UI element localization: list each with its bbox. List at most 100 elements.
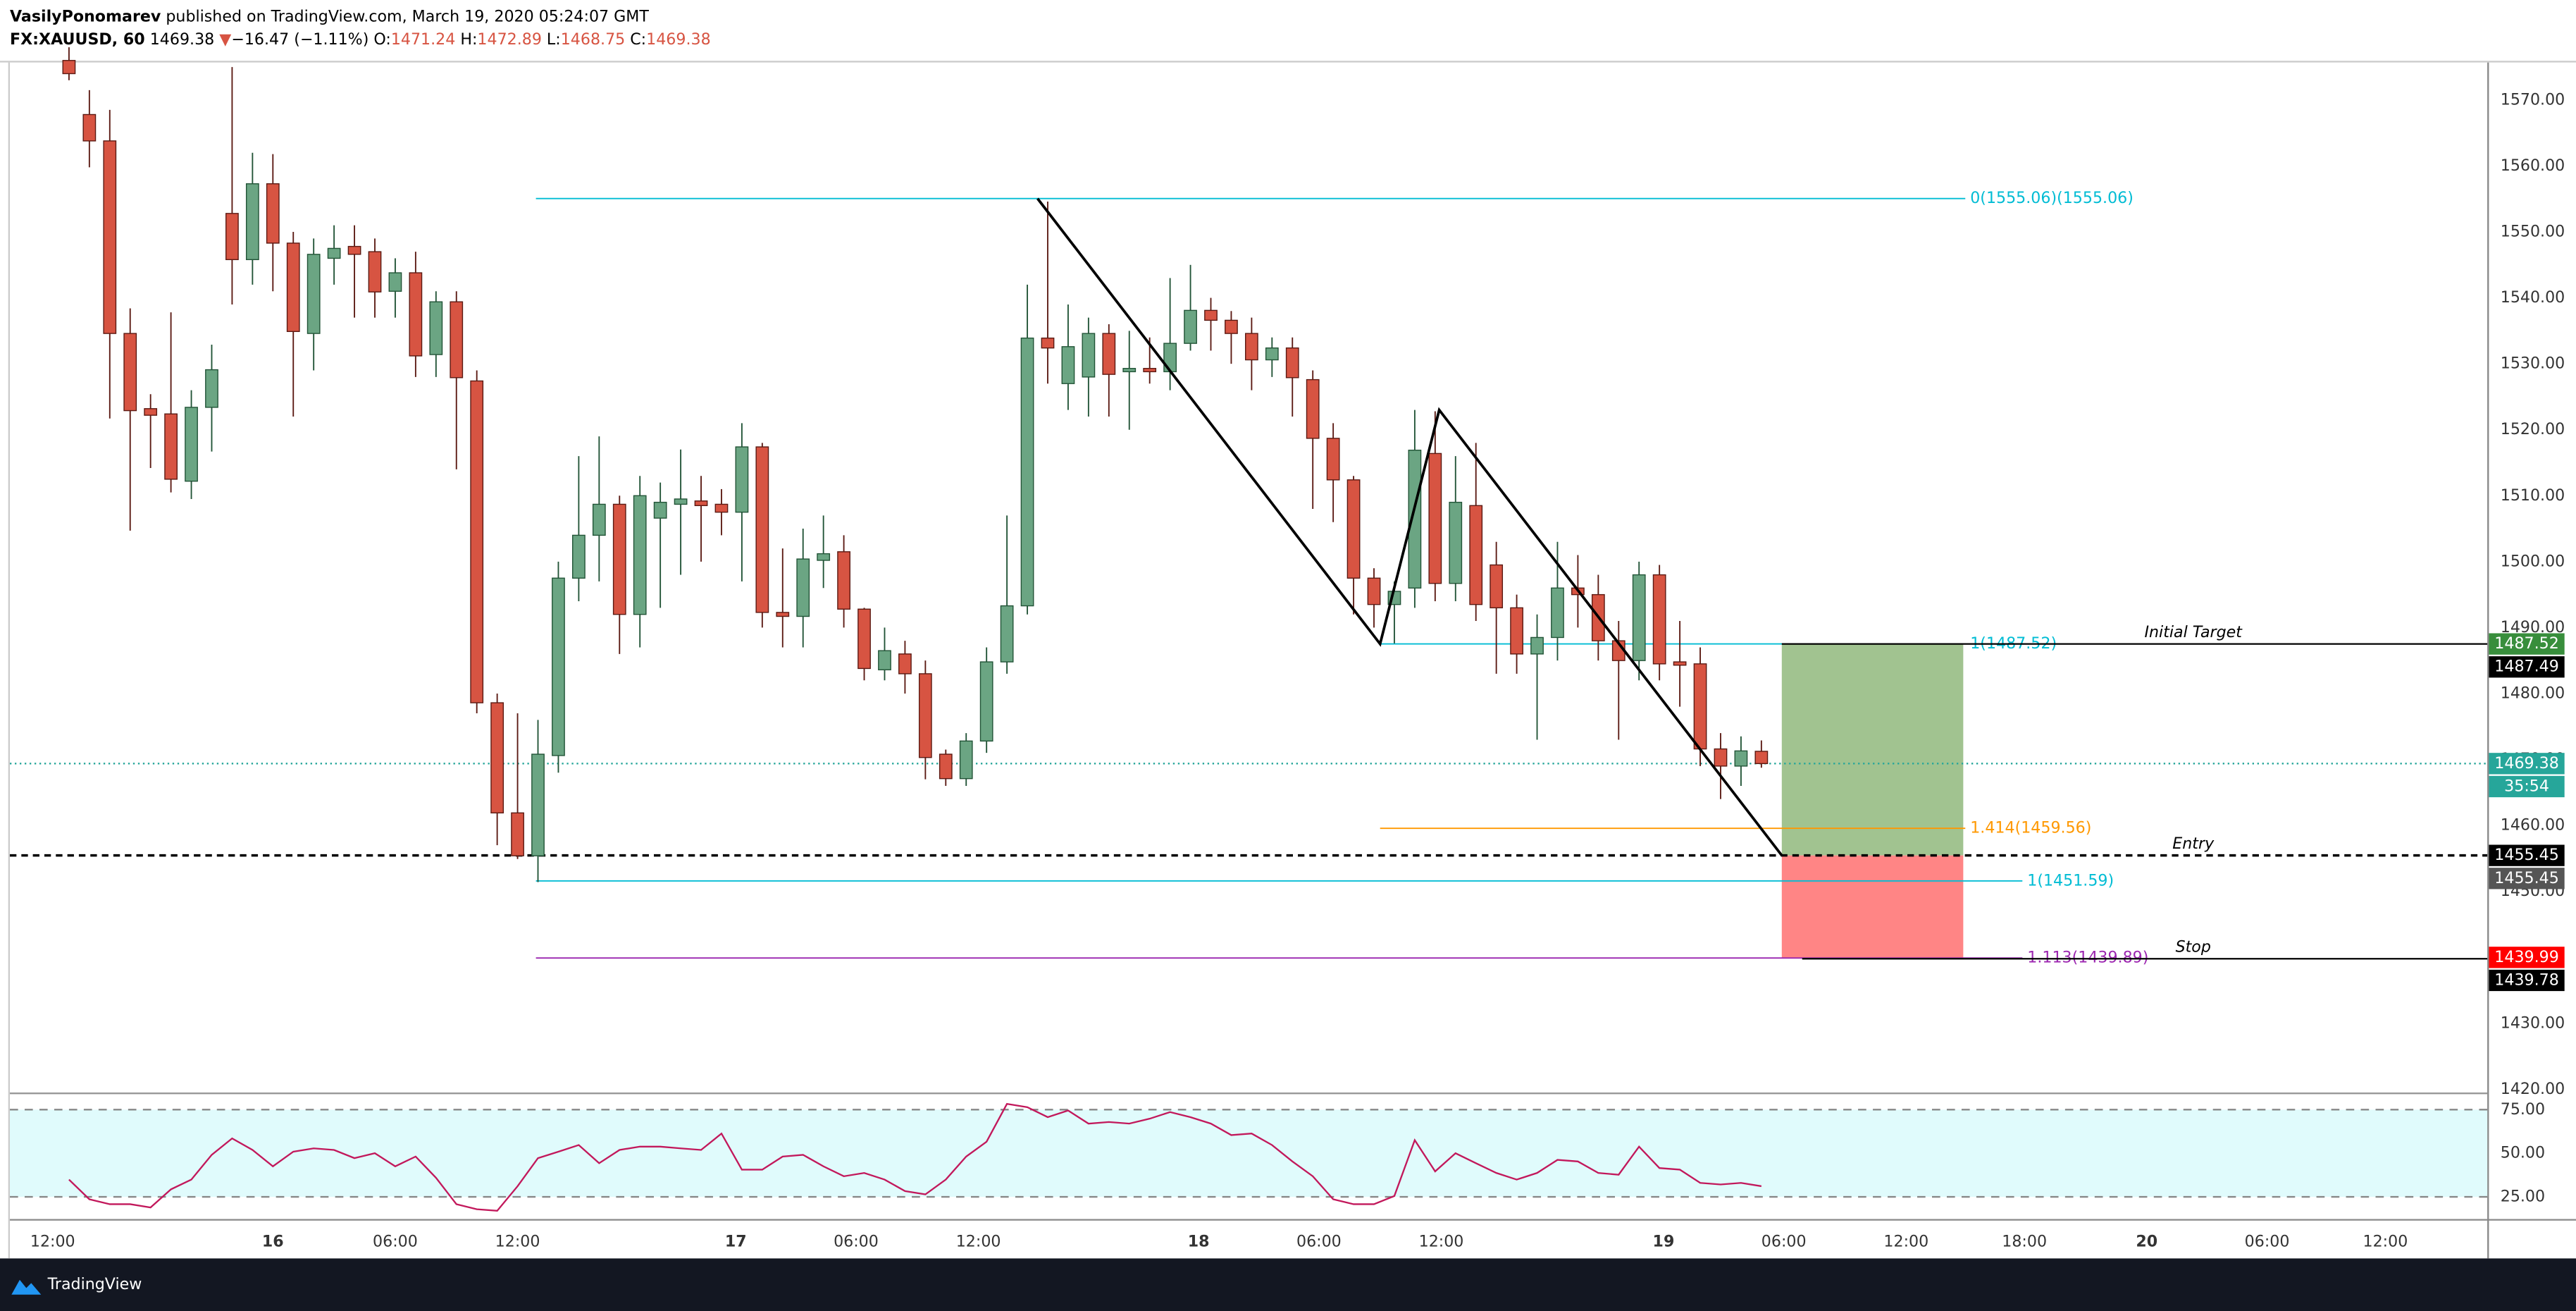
price-label: 1469.38 [2494, 754, 2559, 773]
candle-body [1714, 748, 1728, 767]
ohlc-value: 1468.75 [561, 30, 626, 48]
candle-body [185, 407, 198, 482]
price-label: 1439.99 [2494, 948, 2559, 966]
fib-label: 1(1451.59) [2027, 871, 2114, 890]
x-tick-label: 20 [2136, 1233, 2157, 1251]
fib-label: 0(1555.06)(1555.06) [1970, 189, 2134, 207]
candle-body [123, 333, 137, 412]
candle-body [1652, 574, 1666, 665]
candle-body [1285, 347, 1299, 378]
candle-body [1346, 479, 1361, 579]
x-tick-label: 12:00 [956, 1233, 1001, 1251]
y-tick-label: 1480.00 [2501, 684, 2565, 702]
candle-body [857, 608, 871, 670]
y-tick-label: 1530.00 [2501, 355, 2565, 373]
candle-body [470, 380, 484, 703]
candle-body [735, 446, 749, 513]
level-label: Stop [2176, 937, 2211, 956]
candle-body [82, 113, 97, 142]
candle-body [409, 272, 423, 357]
price-label-box [2489, 947, 2565, 968]
x-tick-label: 12:00 [495, 1233, 540, 1251]
candle-body [714, 503, 729, 513]
y-tick-label: 1570.00 [2501, 90, 2565, 109]
candle-body [979, 661, 993, 742]
candle-body [1000, 605, 1014, 663]
candle-body [776, 612, 790, 617]
profit-zone [1781, 644, 1964, 856]
x-tick-label: 06:00 [1761, 1233, 1807, 1251]
candle-body [633, 495, 647, 615]
candle-body [592, 503, 606, 536]
candle-body [306, 254, 321, 334]
y-tick-label: 1460.00 [2501, 816, 2565, 835]
candle-body [653, 501, 667, 519]
candle-body [1693, 663, 1707, 750]
candle-body [939, 753, 953, 780]
candle-body [1041, 337, 1055, 349]
candle-body [552, 577, 565, 756]
candle-body [1245, 333, 1258, 361]
x-tick-label: 17 [725, 1233, 747, 1251]
y-tick-label: 1510.00 [2501, 486, 2565, 505]
y-tick-label: 1520.00 [2501, 420, 2565, 438]
last: 1469.38 [150, 30, 215, 48]
candle-body [144, 408, 158, 416]
published: published on TradingView.com, March 19, … [166, 7, 649, 25]
candle-body [450, 301, 464, 378]
candle-body [694, 500, 708, 507]
candle-body [490, 702, 504, 814]
price-label-box [2489, 633, 2565, 655]
candle-body [511, 812, 524, 856]
candle-body [327, 247, 341, 259]
candle-body [1469, 505, 1483, 605]
candle-body [266, 183, 280, 244]
candle-body [245, 183, 259, 261]
candle-body [1490, 564, 1504, 609]
candle-body [1102, 333, 1116, 375]
candle-body [164, 413, 178, 480]
candle-body [755, 446, 769, 613]
countdown: 35:54 [2504, 777, 2549, 795]
price-label: 1487.52 [2494, 634, 2559, 653]
candle-body [817, 553, 831, 561]
y-tick-label: 1540.00 [2501, 288, 2565, 307]
candle-body [1265, 347, 1279, 361]
candle-body [837, 551, 850, 610]
candle-body [225, 213, 239, 261]
candle-body [1020, 337, 1034, 607]
rsi-band [9, 1109, 2488, 1198]
author: VasilyPonomarev [10, 7, 161, 25]
candle-body [1408, 450, 1422, 589]
countdown-box [2489, 775, 2565, 798]
candle-body [103, 140, 117, 334]
y-tick-label: 1420.00 [2501, 1080, 2565, 1098]
candle-body [1632, 574, 1646, 661]
candle-body [1122, 368, 1137, 373]
candle-body [429, 301, 443, 355]
price-label-box [2489, 969, 2565, 992]
level-label: Entry [2172, 835, 2215, 853]
candle-body [1754, 751, 1769, 765]
candle-body [347, 245, 361, 255]
candle-body [1061, 346, 1075, 384]
rsi-tick-label: 50.00 [2501, 1144, 2545, 1162]
candle-body [1184, 309, 1197, 344]
candle-body [918, 673, 932, 758]
x-tick-label: 12:00 [2363, 1233, 2408, 1251]
candle-body [286, 242, 300, 333]
candle-body [531, 753, 545, 856]
change: −16.47 (−1.11%) [231, 30, 369, 48]
candle-body [205, 369, 218, 408]
candle-body [368, 251, 382, 293]
ohlc-label: L: [547, 30, 561, 48]
candle-body [1204, 309, 1218, 321]
candle-body [878, 650, 891, 670]
y-tick-label: 1560.00 [2501, 156, 2565, 175]
candle-body [612, 503, 626, 615]
publish-line: VasilyPonomarev published on TradingView… [10, 7, 649, 25]
candle-body [62, 60, 76, 75]
x-tick-label: 18:00 [2002, 1233, 2047, 1251]
candle-body [1326, 438, 1340, 481]
